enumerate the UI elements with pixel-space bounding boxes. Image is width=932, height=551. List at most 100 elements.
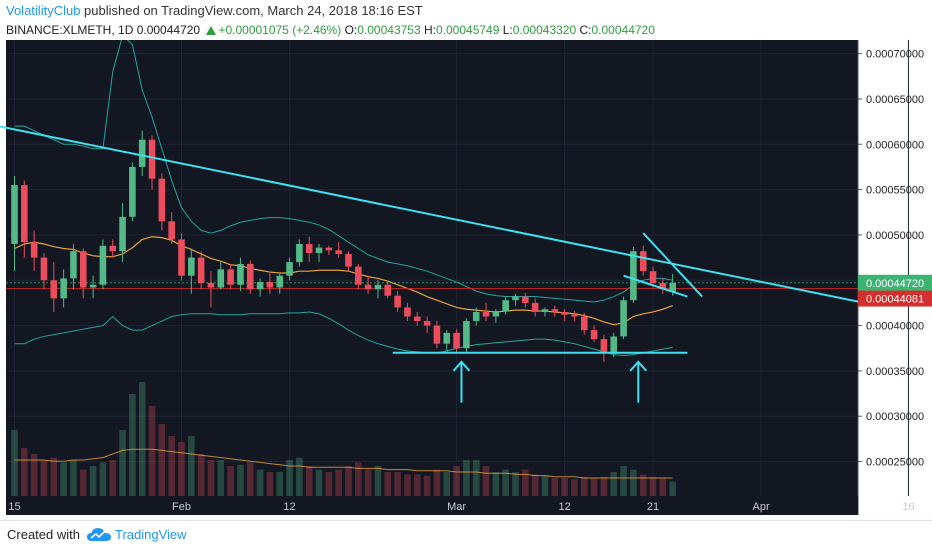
x-tick-label: Mar	[447, 501, 466, 513]
candle-body	[197, 257, 205, 283]
candle-body	[472, 311, 480, 322]
candle-body	[374, 284, 382, 290]
symbol-legend: BINANCE:XLMETH, 1D 0.00044720 +0.0000107…	[6, 23, 655, 37]
support-price-tag	[858, 290, 932, 307]
y-tick-label: 0.00050000	[866, 230, 924, 242]
candle-body	[610, 336, 618, 353]
low-value: 0.00043320	[512, 23, 577, 37]
x-tick-label: 12	[283, 501, 295, 513]
candle-body	[463, 321, 470, 349]
flag-upper	[642, 232, 703, 298]
candle-body	[404, 307, 411, 317]
candle-body	[246, 263, 254, 290]
candle-body	[630, 251, 637, 301]
candle-body	[109, 245, 117, 252]
volume-bar	[197, 454, 205, 496]
candle-body	[423, 321, 431, 326]
price-change: +0.00001075 (+2.46%)	[218, 23, 342, 37]
volume-bar	[119, 430, 126, 496]
close-label: C:	[579, 23, 592, 37]
volume-bar	[158, 424, 166, 496]
publisher-link[interactable]: VolatilityClub	[6, 3, 81, 18]
candle-body	[99, 245, 107, 285]
candle-body	[207, 282, 215, 288]
volume-bar	[571, 479, 578, 496]
volume-bar	[286, 460, 293, 496]
volume-bar	[453, 466, 460, 496]
volume-bar	[610, 472, 618, 496]
volume-bar	[472, 460, 480, 496]
candle-body	[79, 251, 87, 288]
volume-bar	[433, 469, 441, 496]
up-arrow-head	[629, 360, 648, 372]
volume-bar	[148, 406, 156, 496]
volume-bar	[541, 475, 549, 496]
volume-bar	[394, 472, 401, 496]
candle-body	[158, 178, 166, 222]
volume-bar	[256, 469, 264, 496]
up-triangle-icon	[206, 26, 217, 35]
volume-bar	[50, 457, 58, 496]
candle-body	[21, 185, 28, 243]
volume-bar	[561, 478, 568, 496]
x-tick-label: Apr	[753, 501, 770, 513]
volume-bar	[79, 469, 87, 496]
volume-bar	[21, 448, 28, 496]
candle-body	[325, 247, 333, 251]
time-axis	[6, 496, 858, 515]
candle-body	[345, 253, 352, 267]
bollinger-upper	[14, 40, 673, 303]
candle-body	[237, 263, 244, 285]
close-value: 0.00044720	[591, 23, 655, 37]
candle-body	[138, 139, 146, 167]
volume-bar	[413, 474, 421, 496]
volume-bar	[404, 474, 411, 496]
candle-body	[571, 314, 578, 317]
up-arrow-head	[452, 360, 471, 372]
plot-area[interactable]	[6, 40, 858, 496]
candle-body	[30, 242, 38, 258]
candle-body	[620, 300, 627, 337]
candle-body	[669, 282, 676, 293]
volume-bar	[482, 466, 490, 496]
candle-body	[561, 311, 568, 315]
candle-body	[286, 262, 293, 276]
volume-bar	[60, 462, 67, 496]
volume-bar	[207, 460, 215, 496]
candle-body	[217, 269, 225, 288]
volume-bar	[580, 476, 588, 496]
x-tick-label: 21	[647, 501, 659, 513]
candle-body	[384, 284, 392, 296]
volume-bar	[355, 462, 362, 496]
flag-lower	[623, 274, 688, 298]
volume-bar	[512, 472, 519, 496]
x-tick-label: Feb	[172, 501, 191, 513]
volume-bar	[630, 469, 637, 496]
open-label: O:	[344, 23, 358, 37]
candle-body	[315, 247, 323, 254]
tradingview-brand[interactable]: TradingView	[115, 527, 187, 542]
volume-bar	[463, 460, 470, 496]
volume-bar	[649, 476, 657, 496]
volume-bar	[374, 466, 382, 496]
candle-body	[256, 282, 264, 290]
volume-bar	[531, 474, 539, 496]
candle-body	[188, 257, 195, 276]
x-tick-label: 12	[558, 501, 570, 513]
candle-body	[541, 309, 549, 312]
publish-info: VolatilityClub published on TradingView.…	[6, 3, 423, 18]
price-chart[interactable]: 0.00070000 0.00065000 0.00060000 0.00055000…	[0, 40, 932, 520]
volume-bar	[99, 462, 107, 496]
volume-bar	[315, 469, 323, 496]
candle-body	[89, 284, 97, 288]
volume-ma-line	[14, 448, 673, 479]
volume-bar	[11, 430, 18, 496]
candle-body	[305, 243, 313, 254]
volume-bar	[30, 454, 38, 496]
volume-bar	[266, 472, 274, 496]
volume-bar	[600, 476, 608, 496]
candle-body	[394, 295, 401, 308]
volume-bar	[669, 481, 676, 496]
candle-body	[492, 311, 500, 317]
